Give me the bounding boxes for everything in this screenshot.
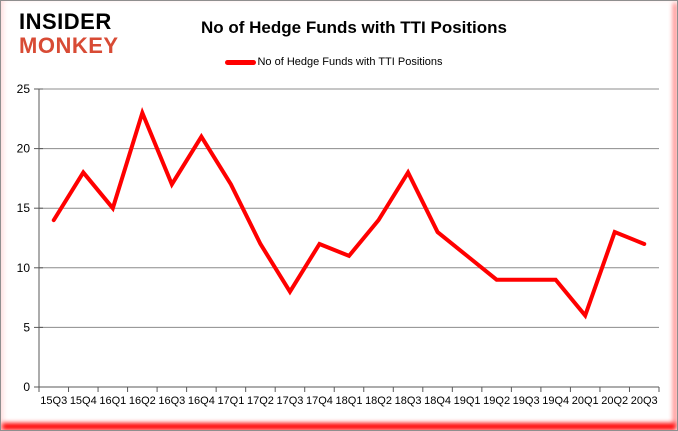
data-series-line [51, 106, 647, 320]
x-tick-label: 17Q4 [306, 395, 333, 407]
chart-title: No of Hedge Funds with TTI Positions [201, 18, 507, 37]
chart-legend: No of Hedge Funds with TTI Positions [1, 56, 667, 68]
y-tick-label: 0 [23, 380, 30, 394]
x-tick-label: 19Q2 [483, 395, 510, 407]
y-tick-label: 10 [17, 261, 31, 275]
x-tick-label: 16Q1 [99, 395, 126, 407]
x-tick-label: 18Q4 [424, 395, 451, 407]
x-tick-label: 19Q3 [513, 395, 540, 407]
x-tick-label: 16Q4 [188, 395, 215, 407]
insider-monkey-logo: INSIDER MONKEY [19, 10, 119, 58]
legend-line-marker [225, 59, 257, 65]
x-tick-label: 20Q2 [601, 395, 628, 407]
x-tick-label: 20Q3 [631, 395, 658, 407]
y-tick-label: 5 [23, 320, 30, 334]
x-tick-label: 15Q3 [40, 395, 67, 407]
y-tick-label: 20 [17, 142, 31, 156]
x-tick-label: 17Q3 [276, 395, 303, 407]
x-tick-label: 17Q1 [217, 395, 244, 407]
x-tick-label: 18Q3 [395, 395, 422, 407]
x-tick-label: 18Q1 [336, 395, 363, 407]
x-tick-label: 19Q1 [454, 395, 481, 407]
legend-label: No of Hedge Funds with TTI Positions [257, 56, 443, 68]
x-tick-label: 16Q2 [129, 395, 156, 407]
x-tick-label: 15Q4 [70, 395, 97, 407]
x-tick-label: 20Q1 [572, 395, 599, 407]
y-tick-label: 15 [17, 201, 31, 215]
x-tick-label: 19Q4 [542, 395, 569, 407]
logo-text-insider: INSIDER [19, 9, 112, 34]
logo-text-monkey: MONKEY [19, 33, 119, 58]
x-tick-label: 17Q2 [247, 395, 274, 407]
y-tick-label: 25 [17, 82, 31, 96]
x-tick-label: 18Q2 [365, 395, 392, 407]
x-tick-label: 16Q3 [158, 395, 185, 407]
